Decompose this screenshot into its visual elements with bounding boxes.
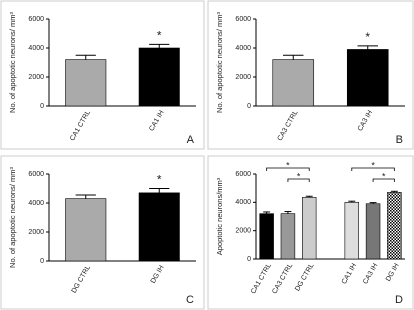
y-tick-label: 4000 <box>28 200 44 207</box>
significance-bracket <box>266 167 310 171</box>
y-tick-label: 6000 <box>235 171 251 178</box>
significance-mark: * <box>286 160 290 170</box>
y-axis-label: No. of apoptotic neurons/ mm³ <box>8 12 17 113</box>
bar <box>138 47 180 107</box>
bar <box>65 198 107 262</box>
x-tick-label: CA3 IH <box>357 109 374 132</box>
significance-bracket <box>372 178 395 182</box>
significance-bracket <box>351 167 395 171</box>
x-tick-label: CA1 IH <box>341 262 358 285</box>
y-axis-label: No. of apoptotic neurons/ mm³ <box>215 12 224 113</box>
y-tick-label: 6000 <box>28 16 44 23</box>
panel-frame <box>207 0 414 150</box>
panel-frame <box>207 155 414 310</box>
significance-mark: * <box>297 171 301 181</box>
panel-label: B <box>396 134 403 146</box>
panel-label: D <box>395 294 403 306</box>
bar <box>280 213 296 260</box>
bar <box>387 192 402 260</box>
bar <box>301 197 317 260</box>
y-tick-label: 0 <box>247 256 251 263</box>
x-tick-label: DG IH <box>150 264 166 284</box>
x-tick-label: CA1 CTRL <box>250 262 273 295</box>
y-tick-label: 0 <box>247 103 251 110</box>
y-tick-label: 4000 <box>28 45 44 52</box>
bar <box>259 213 274 260</box>
x-tick-label: DG IH <box>385 262 401 282</box>
y-tick-label: 2000 <box>235 228 251 235</box>
y-axis-label: No. of apoptotic neurons/ mm³ <box>8 167 17 268</box>
y-tick-label: 6000 <box>28 171 44 178</box>
x-tick-label: DG CTRL <box>71 264 92 294</box>
x-tick-label: CA3 CTRL <box>277 109 300 142</box>
y-tick-label: 0 <box>40 103 44 110</box>
panel-frame <box>0 0 205 150</box>
y-axis-label: Apoptotic neurons/mm³ <box>215 177 224 255</box>
panel-label: C <box>186 294 194 306</box>
bar <box>346 49 389 107</box>
significance-mark: * <box>157 173 162 187</box>
y-tick-label: 4000 <box>235 45 251 52</box>
x-tick-label: CA1 IH <box>148 109 165 132</box>
bar <box>65 59 107 107</box>
bar <box>344 202 360 260</box>
panel-frame <box>0 155 205 310</box>
significance-mark: * <box>365 30 370 44</box>
significance-mark: * <box>371 160 375 170</box>
significance-bracket <box>287 178 310 182</box>
y-tick-label: 2000 <box>28 74 44 81</box>
x-tick-label: DG CTRL <box>294 262 315 292</box>
y-tick-label: 6000 <box>235 16 251 23</box>
y-tick-label: 2000 <box>235 74 251 81</box>
x-tick-label: CA3 IH <box>362 262 379 285</box>
y-tick-label: 0 <box>40 258 44 265</box>
x-tick-label: CA1 CTRL <box>69 109 92 142</box>
panel-label: A <box>187 134 195 146</box>
y-tick-label: 4000 <box>235 199 251 206</box>
y-tick-label: 2000 <box>28 229 44 236</box>
bar <box>138 192 180 262</box>
bar <box>272 59 315 107</box>
bar <box>365 203 381 260</box>
x-tick-label: CA3 CTRL <box>271 262 294 295</box>
significance-mark: * <box>157 29 162 43</box>
significance-mark: * <box>382 171 386 181</box>
